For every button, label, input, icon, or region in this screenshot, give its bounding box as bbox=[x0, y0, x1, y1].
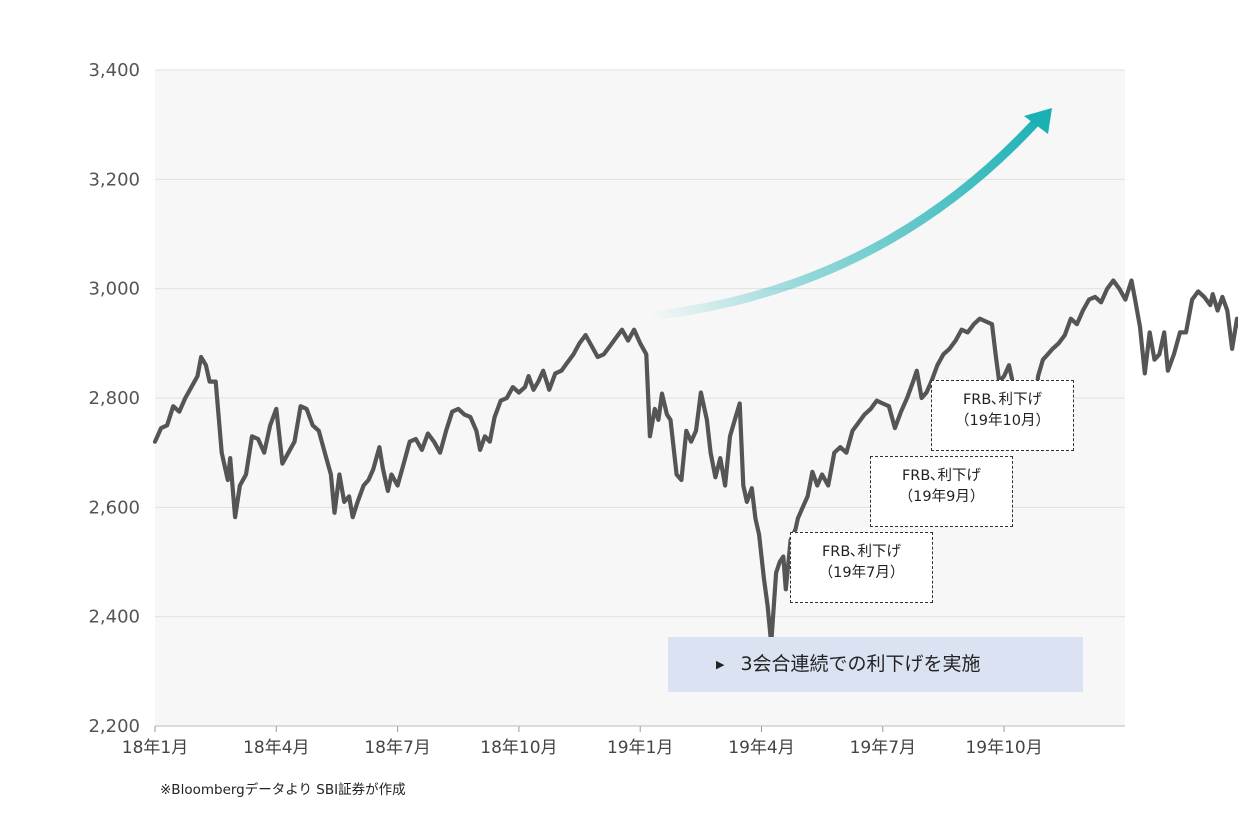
x-tick-label: 18年7月 bbox=[364, 738, 430, 758]
summary-banner-text: 3会合連続での利下げを実施 bbox=[740, 653, 981, 675]
y-tick-label: 2,400 bbox=[88, 607, 140, 628]
triangle-bullet-icon: ▶ bbox=[716, 658, 725, 671]
annotation-july-line1: FRB､利下げ bbox=[821, 544, 902, 560]
x-tick-label: 19年10月 bbox=[965, 738, 1042, 758]
y-tick-label: 2,800 bbox=[88, 388, 140, 409]
annotation-october: FRB､利下げ （19年10月） bbox=[931, 380, 1074, 451]
x-tick-label: 19年4月 bbox=[728, 738, 794, 758]
annotation-september-line2: （19年9月） bbox=[898, 489, 985, 505]
x-tick-label: 18年10月 bbox=[480, 738, 557, 758]
y-axis-ticks: 3,400 3,200 3,000 2,800 2,600 2,400 2,200 bbox=[88, 60, 140, 737]
annotation-september: FRB､利下げ （19年9月） bbox=[870, 456, 1013, 527]
x-tick-label: 19年7月 bbox=[850, 738, 916, 758]
x-tick-label: 18年4月 bbox=[243, 738, 309, 758]
series-line bbox=[152, 278, 1238, 646]
annotation-october-line1: FRB､利下げ bbox=[962, 392, 1043, 408]
x-axis-ticks: 18年1月 18年4月 18年7月 18年10月 19年1月 19年4月 19年7月 19年1… bbox=[122, 726, 1043, 758]
annotation-july-line2: （19年7月） bbox=[818, 565, 905, 581]
annotation-october-line2: （19年10月） bbox=[955, 413, 1050, 429]
y-tick-label: 3,000 bbox=[88, 279, 140, 300]
y-tick-label: 2,200 bbox=[88, 716, 140, 737]
x-tick-label: 19年1月 bbox=[607, 738, 673, 758]
annotation-september-line1: FRB､利下げ bbox=[901, 468, 982, 484]
summary-banner: ▶ 3会合連続での利下げを実施 bbox=[668, 637, 1083, 692]
x-tick-label: 18年1月 bbox=[122, 738, 188, 758]
trend-arrow-head bbox=[1024, 108, 1052, 134]
y-tick-label: 3,200 bbox=[88, 169, 140, 190]
y-tick-label: 2,600 bbox=[88, 497, 140, 518]
y-tick-label: 3,400 bbox=[88, 60, 140, 81]
annotation-july: FRB､利下げ （19年7月） bbox=[790, 532, 933, 603]
gridlines bbox=[155, 69, 1125, 618]
source-note: ※Bloombergデータより SBI証券が作成 bbox=[160, 782, 406, 798]
trend-arrow-body bbox=[649, 119, 1039, 321]
